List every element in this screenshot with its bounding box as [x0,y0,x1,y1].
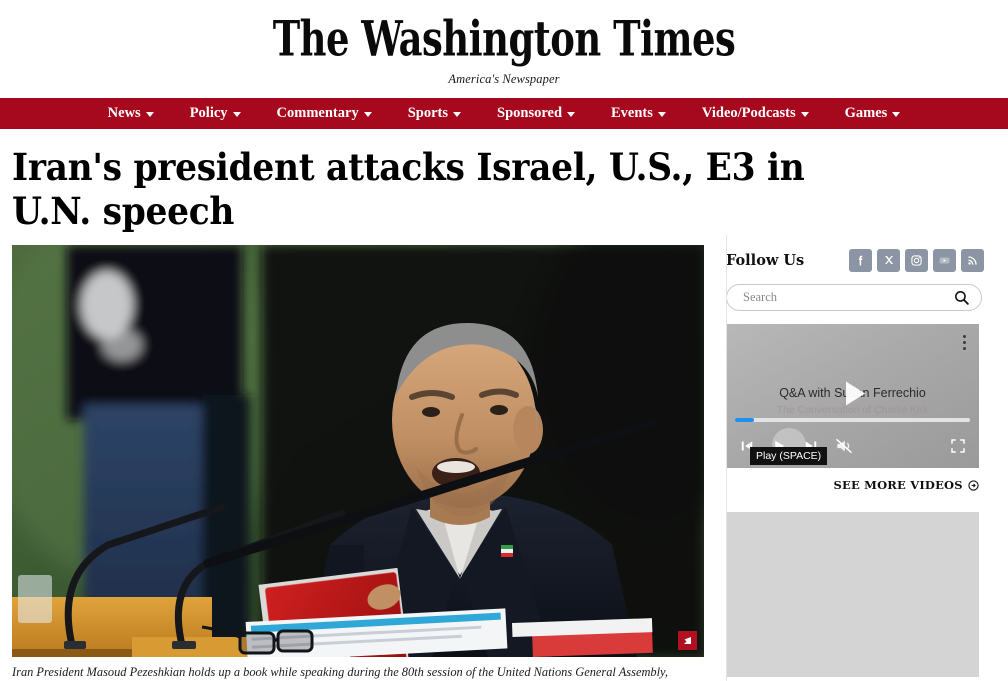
fullscreen-button[interactable] [949,437,967,455]
video-player[interactable]: Q&A with Susan Ferrechio The Conversatio… [726,324,979,468]
kebab-dot [963,341,966,344]
nav-item-policy[interactable]: Policy [172,105,259,122]
photo-caption: Iran President Masoud Pezeshkian holds u… [12,664,712,681]
chevron-down-icon [800,112,809,117]
video-progress-bar[interactable] [735,418,970,422]
search-input[interactable] [741,289,953,306]
caption-text: Iran President Masoud Pezeshkian holds u… [12,665,668,679]
sidebar: Follow Us [726,245,984,681]
x-glyph [884,256,893,264]
article-headline: Iran's president attacks Israel, U.S., E… [12,145,805,233]
kebab-dot [963,347,966,350]
x-icon[interactable] [877,248,900,272]
nav-label: News [107,105,141,121]
photo-illustration: KILLED BY ISRAEL [12,245,704,657]
video-center-play-button[interactable] [829,370,877,423]
play-tooltip: Play (SPACE) [750,447,828,465]
fullscreen-icon [951,439,965,453]
facebook-icon[interactable] [849,248,872,272]
volume-muted-icon [836,438,852,454]
article-column: KILLED BY ISRAEL [12,245,704,681]
nav-label: Sponsored [497,105,563,121]
chevron-down-icon [145,112,154,117]
kebab-dot [963,335,966,338]
nav-item-games[interactable]: Games [827,105,919,122]
arrow-circle-icon [968,479,979,491]
see-more-videos-label: SEE MORE VIDEOS [833,478,963,492]
instagram-icon[interactable] [905,248,928,272]
video-progress-fill [735,418,754,422]
photo-expand-badge[interactable] [678,631,697,650]
chevron-down-icon [892,112,901,117]
site-tagline: America's Newspaper [448,72,560,86]
nav-item-commentary[interactable]: Commentary [259,105,390,122]
nav-label: Commentary [276,105,359,121]
masthead: The Washington Times America's Newspaper [0,0,1008,87]
nav-label: Games [844,105,888,121]
nav-label: Video/Podcasts [701,105,796,121]
rss-glyph [968,255,977,265]
video-options-button[interactable] [963,335,966,350]
advertisement-placeholder [726,512,979,677]
play-triangle-icon [845,381,865,406]
follow-us-label: Follow Us [726,251,805,269]
youtube-glyph [939,257,950,263]
chevron-down-icon [232,112,241,117]
follow-us-row: Follow Us [726,247,984,273]
chevron-down-icon [453,112,461,117]
sidebar-divider [726,235,727,681]
chevron-down-icon [657,112,666,117]
video-subtitle: The Conversation of Charlie Kirk [776,404,929,416]
nav-item-news[interactable]: News [90,105,172,122]
search-box[interactable] [726,284,982,311]
nav-item-sponsored[interactable]: Sponsored [479,105,593,122]
main-navigation: News Policy Commentary Sports Sponsored … [0,98,1008,129]
article-photo[interactable]: KILLED BY ISRAEL [12,245,704,657]
page-content: KILLED BY ISRAEL [0,245,1008,681]
nav-item-video-podcasts[interactable]: Video/Podcasts [684,105,827,122]
search-button[interactable] [953,289,970,306]
search-icon [955,291,969,305]
see-more-videos-link[interactable]: SEE MORE VIDEOS [726,477,979,492]
nav-label: Policy [189,105,228,121]
nav-label: Sports [407,105,448,121]
nav-item-events[interactable]: Events [593,105,684,122]
nav-item-sports[interactable]: Sports [390,105,479,122]
chevron-down-icon [567,112,576,117]
mute-button[interactable] [834,436,854,456]
rss-icon[interactable] [961,248,984,272]
youtube-icon[interactable] [933,248,956,272]
social-links [849,248,984,272]
facebook-glyph [858,255,863,265]
instagram-glyph [911,254,922,266]
nav-label: Events [611,105,653,121]
site-logo[interactable]: The Washington Times [272,10,736,68]
expand-arrow-icon [684,637,691,644]
chevron-down-icon [363,112,372,117]
